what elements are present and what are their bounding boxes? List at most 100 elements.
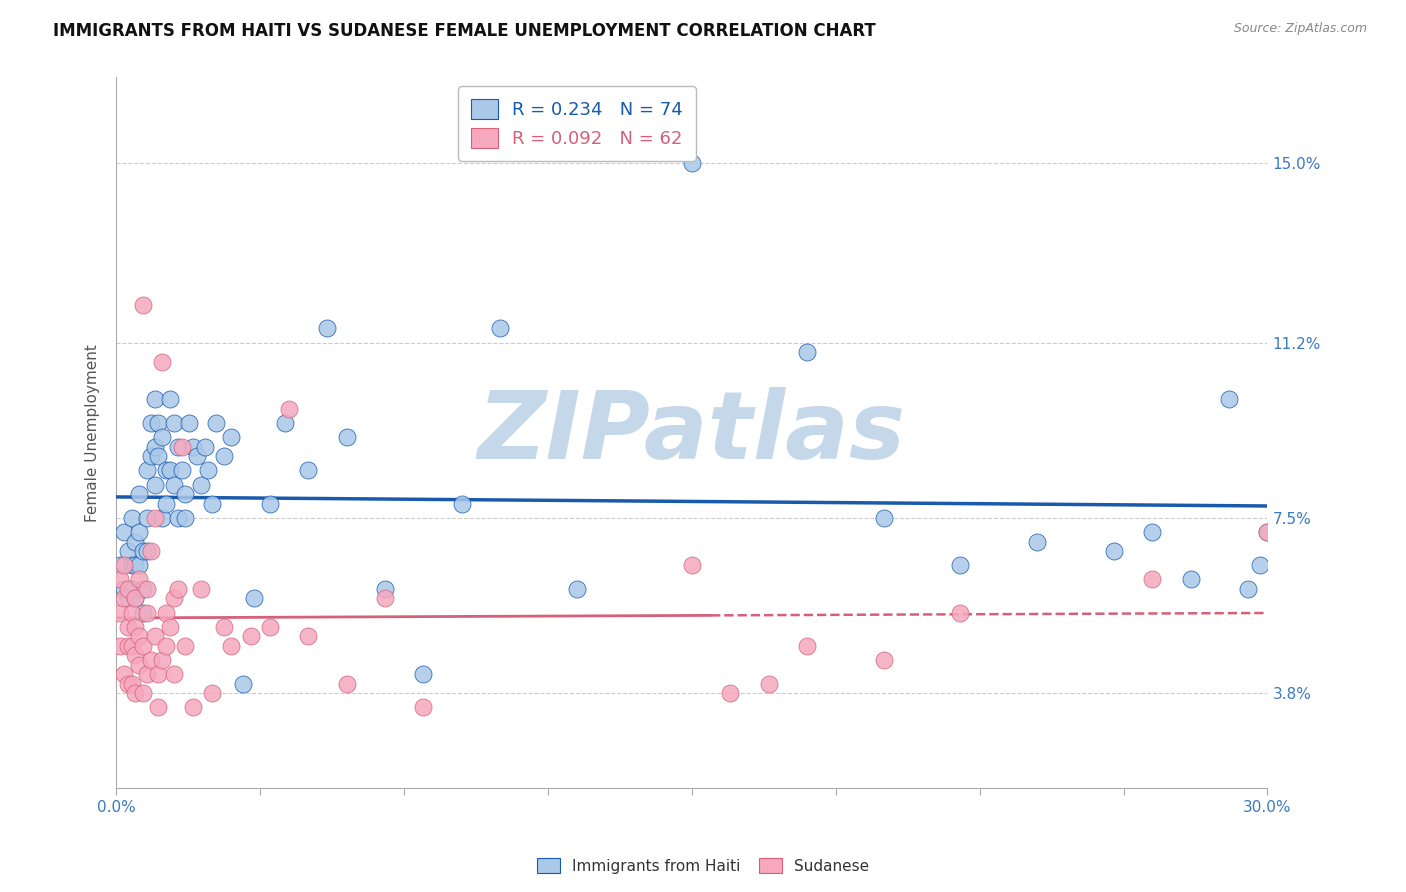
- Point: [193, 440, 215, 454]
- Point: [159, 463, 181, 477]
- Point: [316, 321, 339, 335]
- Point: [873, 511, 896, 525]
- Point: [174, 487, 197, 501]
- Point: [174, 511, 197, 525]
- Point: [128, 558, 150, 573]
- Point: [136, 463, 159, 477]
- Point: [1180, 573, 1202, 587]
- Point: [108, 639, 131, 653]
- Point: [1218, 392, 1240, 407]
- Point: [150, 511, 173, 525]
- Point: [128, 657, 150, 672]
- Point: [212, 620, 235, 634]
- Point: [450, 497, 472, 511]
- Point: [132, 686, 155, 700]
- Point: [121, 606, 143, 620]
- Point: [150, 430, 173, 444]
- Point: [412, 700, 434, 714]
- Point: [259, 620, 281, 634]
- Point: [148, 667, 170, 681]
- Point: [128, 629, 150, 643]
- Y-axis label: Female Unemployment: Female Unemployment: [86, 343, 100, 522]
- Text: Source: ZipAtlas.com: Source: ZipAtlas.com: [1233, 22, 1367, 36]
- Point: [1142, 524, 1164, 539]
- Point: [121, 676, 143, 690]
- Point: [949, 606, 972, 620]
- Point: [132, 639, 155, 653]
- Point: [139, 450, 162, 464]
- Point: [117, 544, 139, 558]
- Point: [128, 524, 150, 539]
- Point: [201, 686, 224, 700]
- Point: [190, 477, 212, 491]
- Point: [117, 582, 139, 596]
- Point: [124, 648, 146, 662]
- Point: [112, 582, 135, 596]
- Point: [132, 582, 155, 596]
- Point: [1026, 534, 1049, 549]
- Point: [121, 582, 143, 596]
- Point: [163, 416, 186, 430]
- Point: [117, 620, 139, 634]
- Point: [159, 392, 181, 407]
- Point: [297, 463, 319, 477]
- Point: [239, 629, 262, 643]
- Point: [179, 416, 201, 430]
- Point: [150, 653, 173, 667]
- Point: [174, 639, 197, 653]
- Point: [155, 497, 177, 511]
- Point: [243, 591, 266, 606]
- Point: [278, 401, 301, 416]
- Point: [139, 653, 162, 667]
- Point: [274, 416, 297, 430]
- Text: ZIPatlas: ZIPatlas: [478, 386, 905, 479]
- Point: [108, 606, 131, 620]
- Point: [148, 700, 170, 714]
- Point: [112, 591, 135, 606]
- Point: [166, 582, 188, 596]
- Point: [117, 639, 139, 653]
- Point: [489, 321, 512, 335]
- Point: [143, 440, 166, 454]
- Point: [163, 591, 186, 606]
- Point: [139, 416, 162, 430]
- Point: [124, 591, 146, 606]
- Point: [170, 440, 193, 454]
- Point: [412, 667, 434, 681]
- Point: [132, 606, 155, 620]
- Point: [796, 639, 818, 653]
- Point: [128, 487, 150, 501]
- Point: [374, 591, 396, 606]
- Point: [121, 511, 143, 525]
- Point: [186, 450, 208, 464]
- Point: [201, 497, 224, 511]
- Point: [108, 573, 131, 587]
- Point: [681, 155, 703, 169]
- Point: [949, 558, 972, 573]
- Point: [124, 686, 146, 700]
- Point: [128, 573, 150, 587]
- Point: [136, 511, 159, 525]
- Point: [205, 416, 228, 430]
- Point: [112, 558, 135, 573]
- Legend: R = 0.234   N = 74, R = 0.092   N = 62: R = 0.234 N = 74, R = 0.092 N = 62: [458, 87, 696, 161]
- Point: [873, 653, 896, 667]
- Point: [143, 629, 166, 643]
- Point: [1256, 524, 1278, 539]
- Point: [155, 606, 177, 620]
- Point: [143, 392, 166, 407]
- Point: [112, 524, 135, 539]
- Point: [159, 620, 181, 634]
- Point: [181, 440, 204, 454]
- Point: [139, 544, 162, 558]
- Point: [297, 629, 319, 643]
- Point: [124, 620, 146, 634]
- Point: [143, 511, 166, 525]
- Point: [124, 558, 146, 573]
- Point: [121, 558, 143, 573]
- Point: [718, 686, 741, 700]
- Point: [163, 477, 186, 491]
- Point: [166, 511, 188, 525]
- Point: [108, 558, 131, 573]
- Point: [136, 606, 159, 620]
